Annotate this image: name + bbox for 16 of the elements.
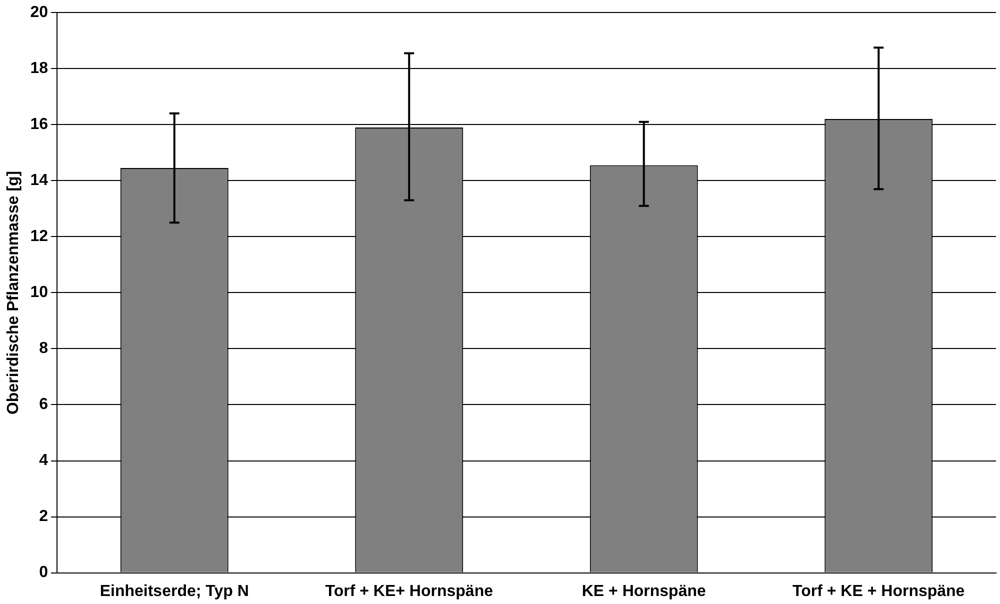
y-tick-label: 2 <box>39 508 48 526</box>
x-tick-label: Einheitserde; Typ N <box>100 582 249 600</box>
x-tick-label: Torf + KE + Hornspäne <box>792 582 965 600</box>
y-tick-label: 20 <box>30 4 48 22</box>
y-tick-label: 4 <box>39 452 48 470</box>
x-tick-label: KE + Hornspäne <box>582 582 706 600</box>
y-tick-label: 18 <box>30 60 48 78</box>
y-tick-label: 12 <box>30 228 48 246</box>
y-tick-label: 0 <box>39 564 48 582</box>
x-tick-label: Torf + KE+ Hornspäne <box>325 582 494 600</box>
y-tick-label: 14 <box>30 172 48 190</box>
y-tick-label: 16 <box>30 116 48 134</box>
y-tick-label: 8 <box>39 340 48 358</box>
y-tick-label: 10 <box>30 284 48 302</box>
y-axis-title: Oberirdische Pflanzenmasse [g] <box>5 170 22 415</box>
y-tick-label: 6 <box>39 396 48 414</box>
